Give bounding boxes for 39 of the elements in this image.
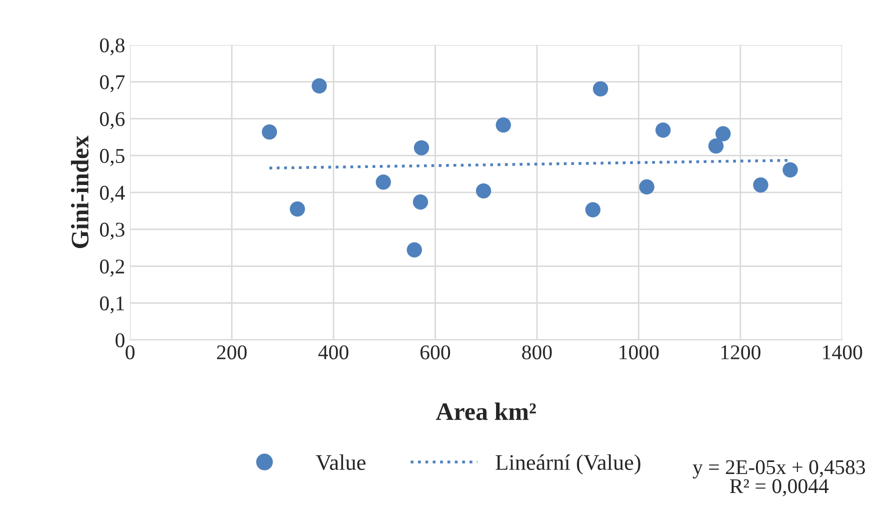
x-tick-label: 800 (522, 345, 552, 360)
point (708, 138, 724, 154)
y-tick-label: 0,7 (100, 75, 125, 92)
point (655, 122, 671, 138)
y-axis-title: Gini-index (70, 136, 89, 248)
point (496, 117, 511, 133)
y-tick-label: 0,5 (100, 148, 124, 166)
x-tick-label: 1000 (620, 345, 659, 360)
y-tick-label: 0,1 (100, 296, 124, 314)
point (753, 177, 768, 193)
point (376, 174, 391, 190)
point (290, 201, 306, 217)
text: y = 2E-05x + 0,4583 R² = 0,0044 (692, 460, 866, 496)
point (262, 124, 278, 140)
y-tick-label: 0,4 (100, 186, 125, 203)
point (592, 81, 608, 96)
x-tick-label: 1200 (721, 345, 760, 360)
point (412, 194, 428, 210)
y-tick-label: 0,2 (100, 260, 124, 277)
point (639, 179, 654, 194)
point (585, 202, 600, 218)
x-tick-label: 1400 (823, 345, 862, 360)
y-tick-label: 0 (116, 333, 124, 348)
point (715, 126, 731, 142)
x-tick-label: 600 (420, 345, 450, 360)
legend-label: Lineární (Value) (496, 454, 640, 475)
x-tick-label: 200 (217, 345, 247, 360)
point (476, 183, 492, 199)
x-tick-label: 400 (318, 345, 348, 360)
y-tick-label: 0,3 (100, 222, 124, 240)
point (414, 140, 430, 156)
y-tick-label: 0,6 (100, 112, 125, 130)
legend-label: Value (316, 454, 366, 470)
x-tick-label: 0 (126, 345, 135, 360)
point (312, 78, 327, 94)
point (782, 162, 798, 178)
x-axis-title: Area km² (436, 402, 536, 420)
y-tick-label: 0,8 (100, 38, 124, 56)
point (406, 242, 422, 258)
